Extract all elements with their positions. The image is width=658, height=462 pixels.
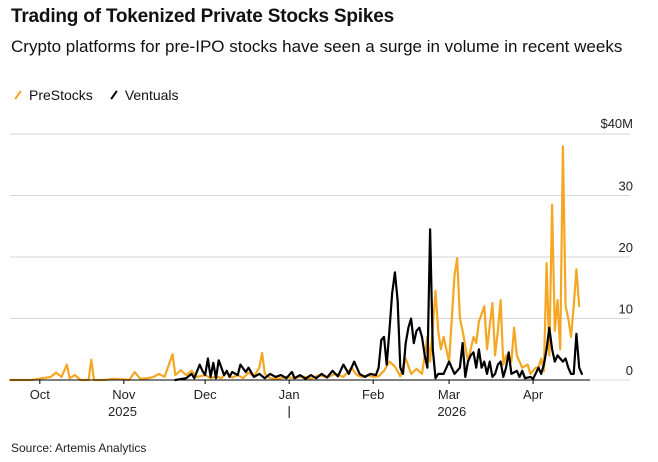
x-tick-label-apr: Apr	[523, 387, 544, 402]
legend-label-ventuals: Ventuals	[124, 87, 179, 103]
legend-label-prestocks: PreStocks	[29, 87, 93, 103]
x-tick-label-feb: Feb	[362, 387, 384, 402]
legend-item-prestocks: PreStocks	[11, 87, 93, 103]
x-tick-label-jan: Jan	[279, 387, 300, 402]
x-year-label-2026: 2026	[437, 404, 466, 419]
legend-item-ventuals: Ventuals	[107, 87, 179, 103]
chart-legend: PreStocks Ventuals	[11, 87, 193, 103]
series-line-ventuals	[174, 228, 583, 382]
y-unit-label: $40M	[600, 116, 633, 131]
y-tick-label-0: 0	[626, 363, 633, 378]
chart-subtitle: Crypto platforms for pre-IPO stocks have…	[11, 37, 623, 56]
line-chart: 0 10 20 30 $40M Oct Nov Dec Jan Feb Mar Apr 2025 2026	[8, 116, 633, 419]
x-tick-label-mar: Mar	[438, 387, 461, 402]
x-tick-label-nov: Nov	[112, 387, 136, 402]
x-tick-label-dec: Dec	[194, 387, 218, 402]
source-note: Source: Artemis Analytics	[11, 441, 147, 455]
series-line-prestocks	[8, 145, 581, 382]
chart-title: Trading of Tokenized Private Stocks Spik…	[11, 6, 394, 27]
y-tick-label-30: 30	[619, 179, 633, 194]
x-tick-label-oct: Oct	[30, 387, 51, 402]
y-tick-label-20: 20	[619, 240, 633, 255]
x-year-label-2025: 2025	[108, 404, 137, 419]
y-tick-label-10: 10	[619, 302, 633, 317]
